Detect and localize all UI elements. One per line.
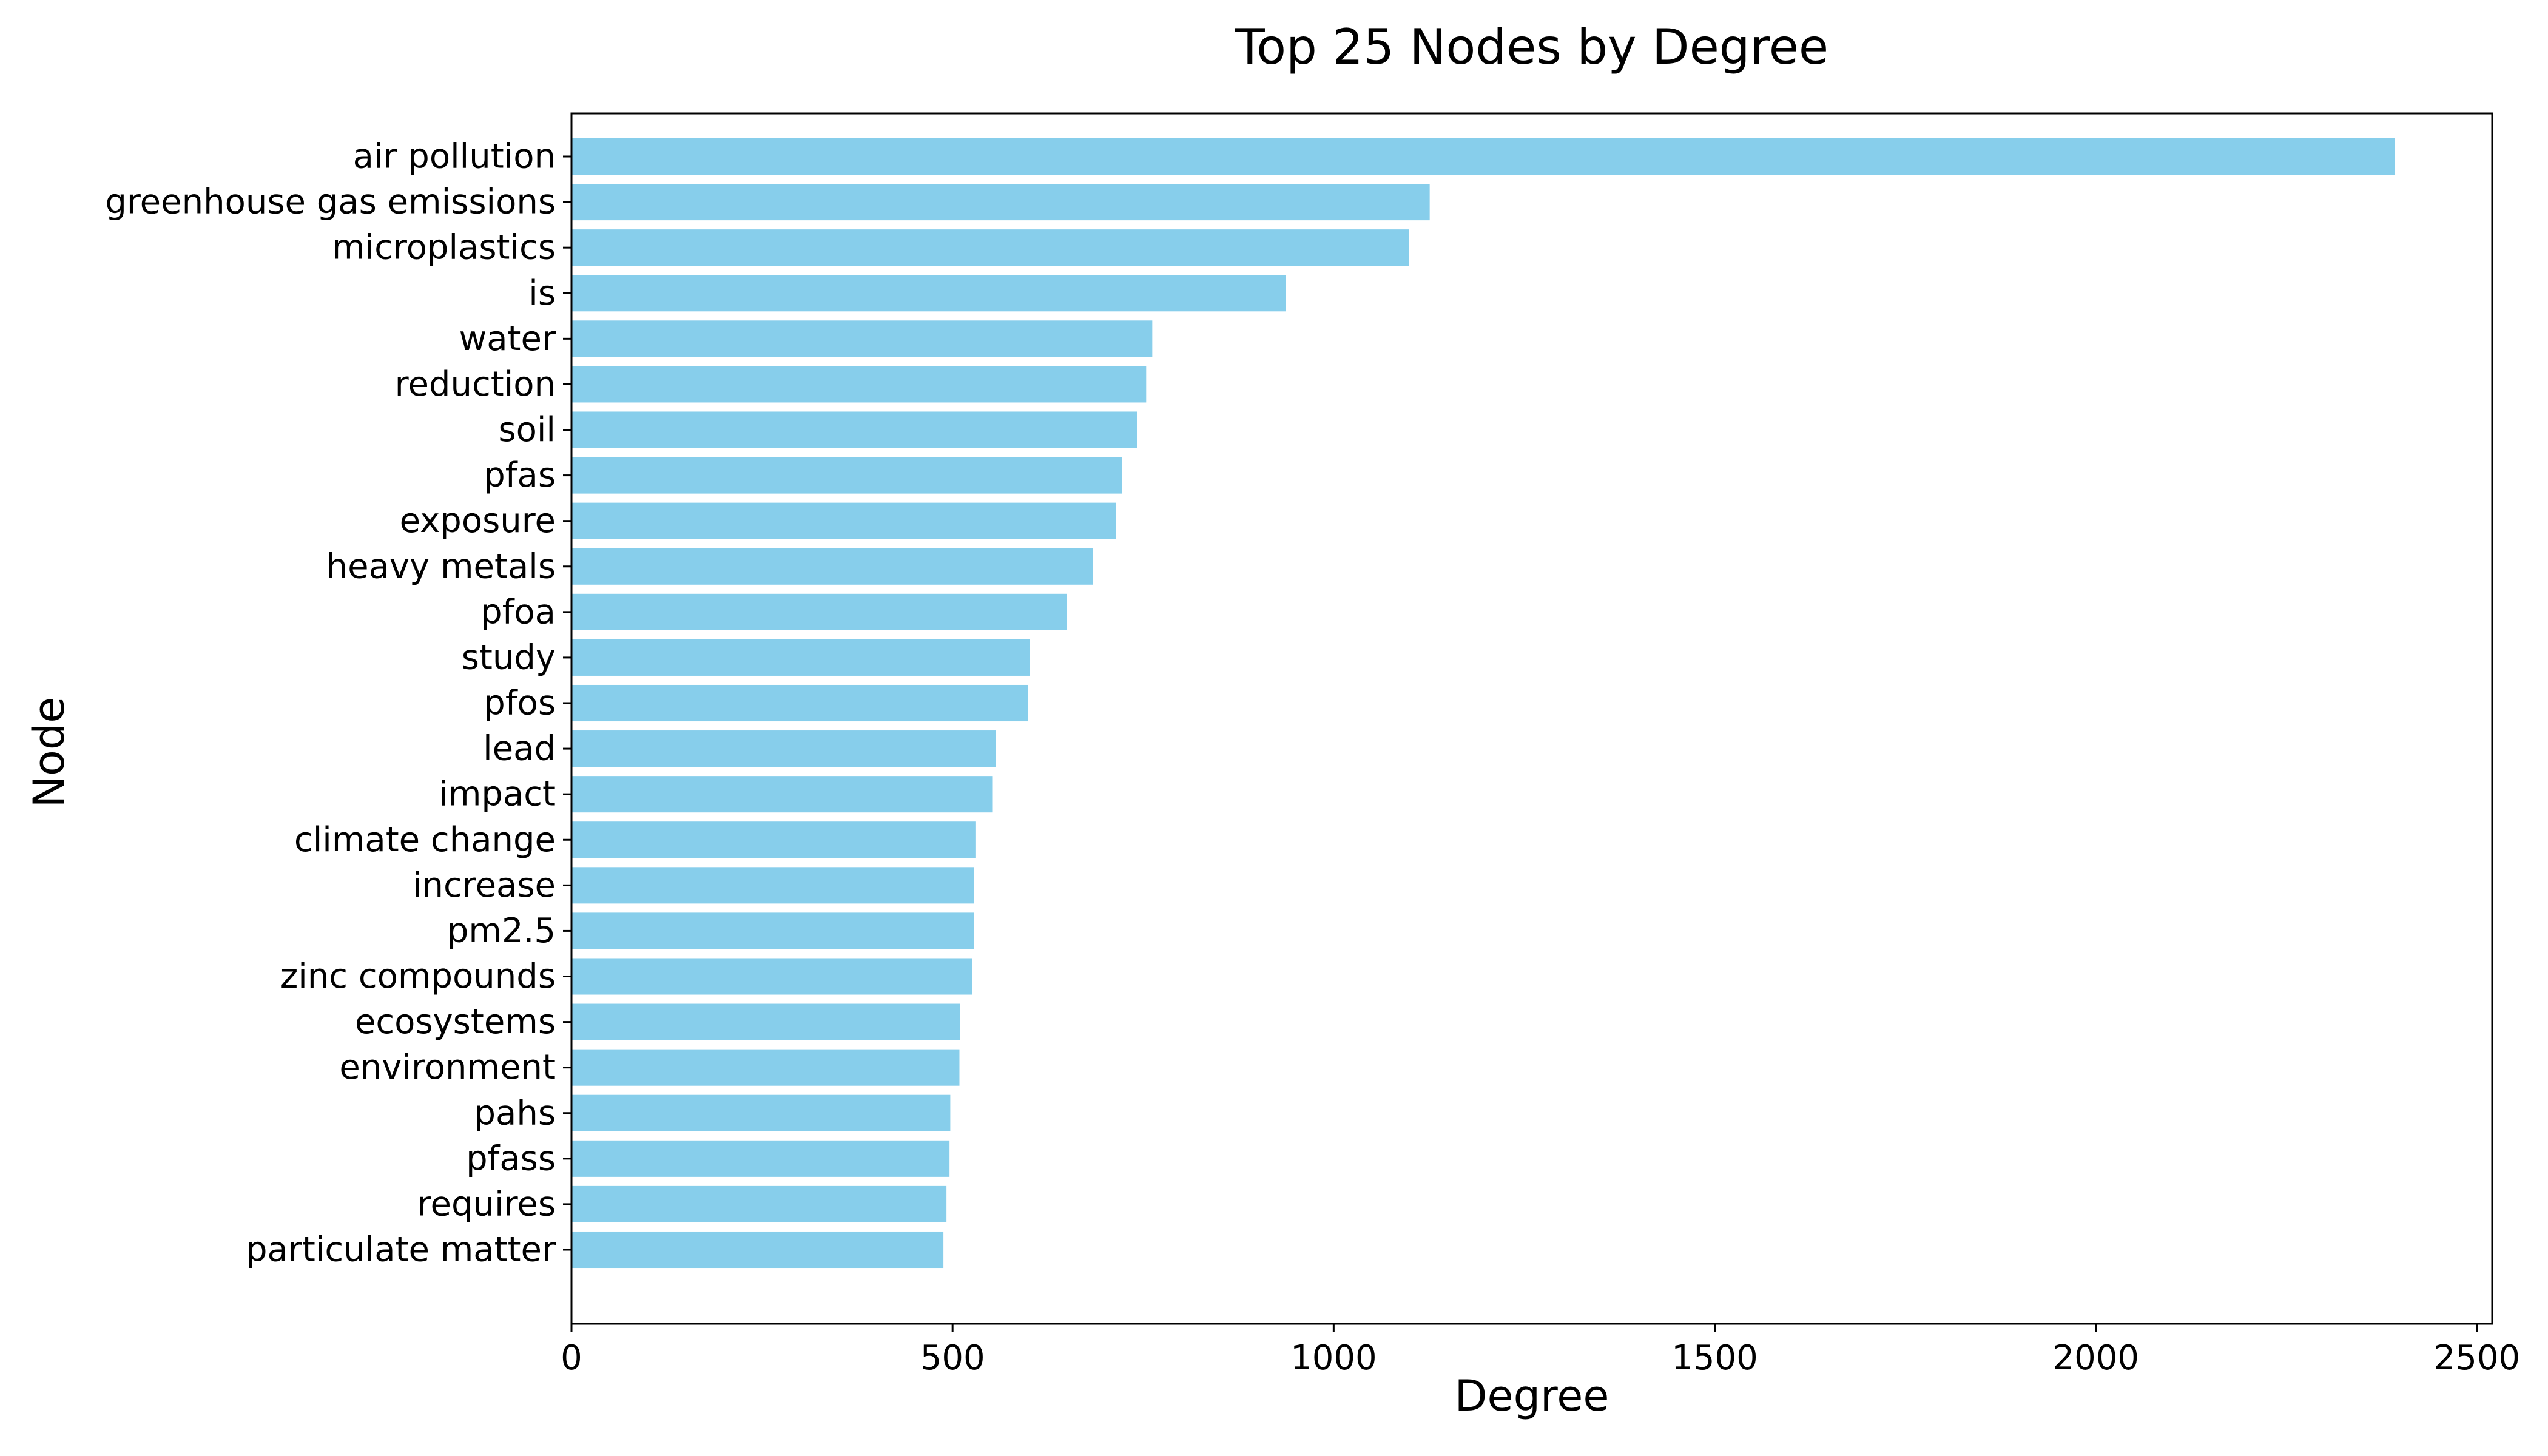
y-tick-label: environment [339,1048,556,1087]
y-tick-label: pm2.5 [447,911,556,951]
y-tick-label: pahs [474,1093,556,1133]
bar [571,730,996,767]
bar [571,776,993,813]
bar [571,411,1138,448]
bar [571,684,1028,722]
bar [571,457,1122,494]
bar [571,1003,960,1040]
y-tick-label: requires [417,1184,556,1224]
y-tick-label: pfass [466,1139,556,1178]
bar [571,821,976,858]
bar [571,275,1286,312]
y-axis-label: Node [24,697,74,808]
bar [571,366,1147,403]
y-tick-label: increase [413,866,556,905]
bar [571,1140,950,1177]
bar [571,958,972,995]
x-tick-label: 1000 [1290,1338,1377,1378]
y-tick-label: pfoa [480,592,556,632]
x-axis-label: Degree [1455,1371,1609,1421]
y-tick-label: impact [439,775,556,814]
y-tick-label: particulate matter [246,1230,556,1270]
y-tick-label: zinc compounds [280,957,556,996]
bar [571,1094,951,1131]
bar [571,639,1030,676]
bar [571,1231,944,1269]
bars-layer [571,138,2395,1269]
y-tick-label: study [462,638,556,677]
y-tick-label: microplastics [332,228,556,268]
bar [571,867,974,904]
y-tick-label: soil [498,410,556,450]
bar [571,593,1067,630]
y-tick-label: exposure [400,501,556,541]
x-tick-label: 1500 [1671,1338,1758,1378]
y-tick-label: reduction [395,365,556,404]
bar [571,1049,960,1086]
y-tick-label: pfas [484,456,556,495]
x-tick-label: 0 [561,1338,582,1378]
y-tick-label: water [459,319,556,359]
bar [571,548,1093,585]
bar [571,1185,947,1222]
y-tick-label: pfos [484,684,556,723]
y-tick-label: greenhouse gas emissions [105,183,556,222]
y-tick-label: air pollution [353,137,556,177]
bar [571,320,1153,357]
x-tick-label: 2500 [2434,1338,2521,1378]
y-tick-label: is [528,274,556,313]
plot-frame [570,112,2493,1325]
y-ticks-layer: air pollution greenhouse gas emissions mic… [105,137,571,1270]
y-tick-label: climate change [294,820,556,860]
y-tick-label: ecosystems [355,1002,556,1042]
y-tick-label: lead [483,729,556,769]
x-ticks-layer: 0 500 1000 1500 2000 2500 [561,1324,2520,1378]
chart-title: Top 25 Nodes by Degree [1235,19,1828,75]
bar [571,912,974,949]
x-tick-label: 500 [920,1338,985,1378]
bar [571,138,2395,175]
y-tick-label: heavy metals [326,547,556,586]
bar [571,229,1409,266]
bar [571,184,1430,221]
x-tick-label: 2000 [2052,1338,2139,1378]
bar [571,502,1116,539]
